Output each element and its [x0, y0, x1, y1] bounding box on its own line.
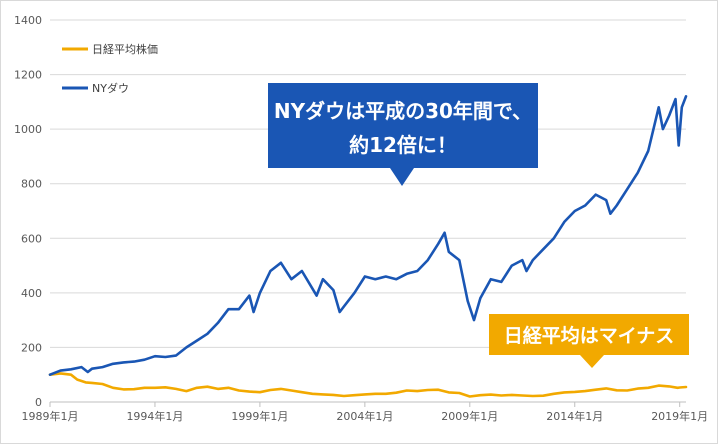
- callout-nydow-box: [268, 83, 538, 186]
- callout-nydow-line1: NYダウは平成の30年間で、: [274, 99, 532, 123]
- x-tick-label: 2014年1月: [546, 409, 603, 423]
- series-lines: [48, 95, 688, 398]
- x-tick-label: 2019年1月: [651, 409, 708, 423]
- legend-label-nydow: NYダウ: [92, 81, 129, 95]
- x-tick-label: 2004年1月: [336, 409, 393, 423]
- callout-nydow-line2: 約12倍に！: [349, 133, 457, 157]
- callout-nikkei-box: [489, 314, 689, 368]
- y-tick-label: 600: [21, 232, 42, 245]
- y-tick-label: 400: [21, 287, 42, 300]
- y-tick-label: 1400: [14, 14, 42, 27]
- x-tick-label: 1994年1月: [126, 409, 183, 423]
- series-line-nydow: [48, 95, 688, 376]
- callout-nikkei: 日経平均はマイナス: [489, 314, 689, 368]
- y-tick-label: 200: [21, 341, 42, 354]
- x-tick-label: 1999年1月: [231, 409, 288, 423]
- y-tick-label: 1200: [14, 69, 42, 82]
- y-tick-label: 800: [21, 178, 42, 191]
- series-line-nikkei: [48, 372, 688, 398]
- y-tick-label: 0: [35, 396, 42, 409]
- callout-nikkei-text: 日経平均はマイナス: [504, 324, 675, 347]
- callout-nydow: NYダウは平成の30年間で、 約12倍に！: [268, 83, 538, 186]
- x-tick-label: 1989年1月: [22, 409, 79, 423]
- legend-label-nikkei: 日経平均株価: [92, 42, 158, 56]
- x-axis-ticks: 1989年1月 1994年1月 1999年1月 2004年1月 2009年1月 2014年…: [22, 402, 708, 423]
- legend: 日経平均株価 NYダウ: [62, 42, 158, 95]
- y-tick-label: 1000: [14, 123, 42, 136]
- x-tick-label: 2009年1月: [441, 409, 498, 423]
- y-axis-ticks: 0 200 400 600 800 1000 1200 1400: [14, 14, 42, 409]
